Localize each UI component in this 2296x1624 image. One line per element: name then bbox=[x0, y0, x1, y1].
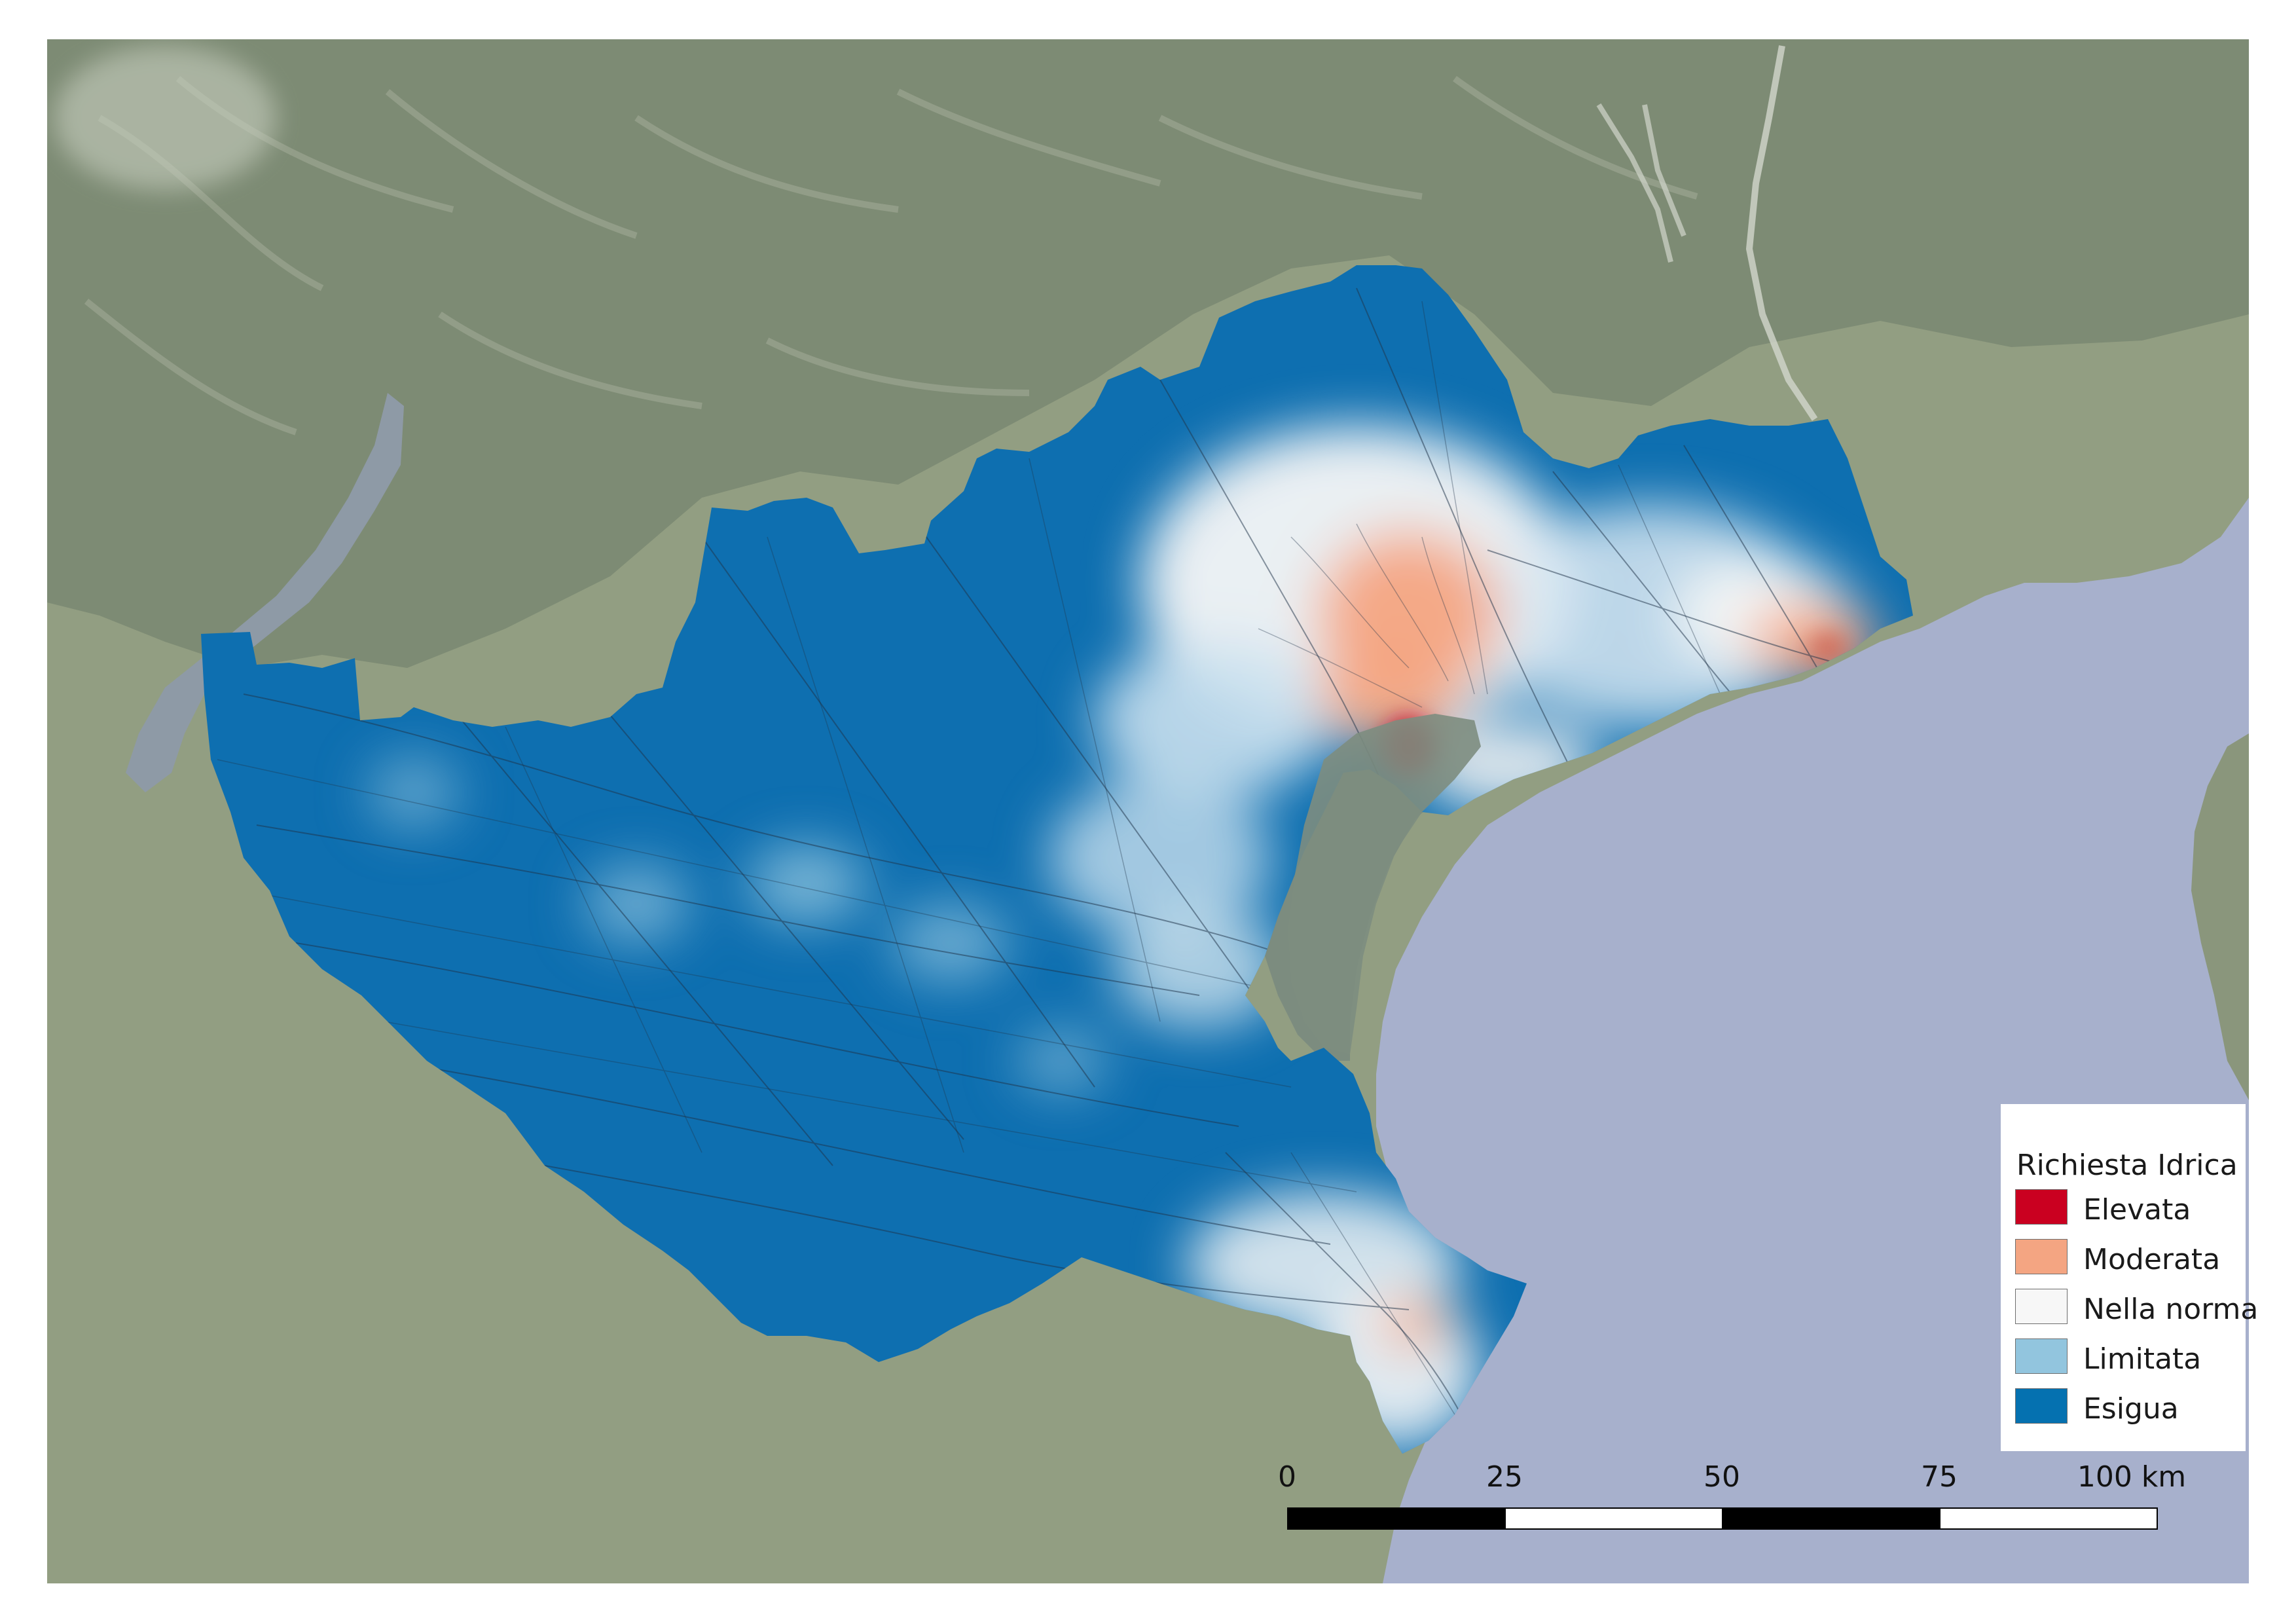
river-piave-bed bbox=[1596, 103, 1686, 263]
map-frame[interactable] bbox=[47, 39, 2249, 1583]
legend-swatch bbox=[2015, 1189, 2068, 1225]
scale-label-50: 50 bbox=[1704, 1460, 1740, 1494]
legend-item-moderata: Moderata bbox=[2015, 1239, 2244, 1277]
scale-label-25: 25 bbox=[1486, 1460, 1523, 1494]
legend-item-limitata: Limitata bbox=[2015, 1338, 2244, 1376]
legend-label: Moderata bbox=[2083, 1243, 2221, 1276]
land-istria bbox=[2191, 733, 2249, 1100]
river-tagliamento bbox=[1745, 45, 1818, 421]
scale-segment bbox=[1722, 1507, 1941, 1530]
legend-swatch bbox=[2015, 1388, 2068, 1424]
legend-title: Richiesta Idrica bbox=[2016, 1149, 2238, 1182]
legend-item-esigua: Esigua bbox=[2015, 1388, 2244, 1426]
snow-peaks bbox=[54, 46, 276, 190]
legend-label: Nella norma bbox=[2083, 1293, 2259, 1326]
lagoon-overlay bbox=[1288, 714, 1481, 1054]
legend-label: Esigua bbox=[2083, 1392, 2179, 1426]
alps-mountains bbox=[47, 39, 2249, 668]
legend: Richiesta Idrica Elevata Moderata Nella … bbox=[2001, 1104, 2258, 1451]
scale-label-0: 0 bbox=[1278, 1460, 1296, 1494]
legend-swatch bbox=[2015, 1239, 2068, 1274]
scale-segment bbox=[1504, 1507, 1723, 1530]
legend-item-elevata: Elevata bbox=[2015, 1189, 2244, 1227]
lake-garda bbox=[126, 393, 404, 792]
legend-label: Limitata bbox=[2083, 1342, 2202, 1376]
legend-item-nella-norma: Nella norma bbox=[2015, 1289, 2258, 1327]
legend-swatch bbox=[2015, 1338, 2068, 1374]
legend-label: Elevata bbox=[2083, 1193, 2191, 1227]
scale-label-100-km: 100 km bbox=[2077, 1460, 2187, 1494]
scale-segment bbox=[1939, 1507, 2158, 1530]
scale-bar: 0 25 50 75 100 km bbox=[1278, 1455, 2191, 1540]
scale-label-75: 75 bbox=[1921, 1460, 1958, 1494]
map-canvas[interactable] bbox=[47, 39, 2249, 1583]
legend-swatch bbox=[2015, 1289, 2068, 1324]
scale-segment bbox=[1287, 1507, 1506, 1530]
alps-ridges bbox=[84, 75, 1698, 435]
